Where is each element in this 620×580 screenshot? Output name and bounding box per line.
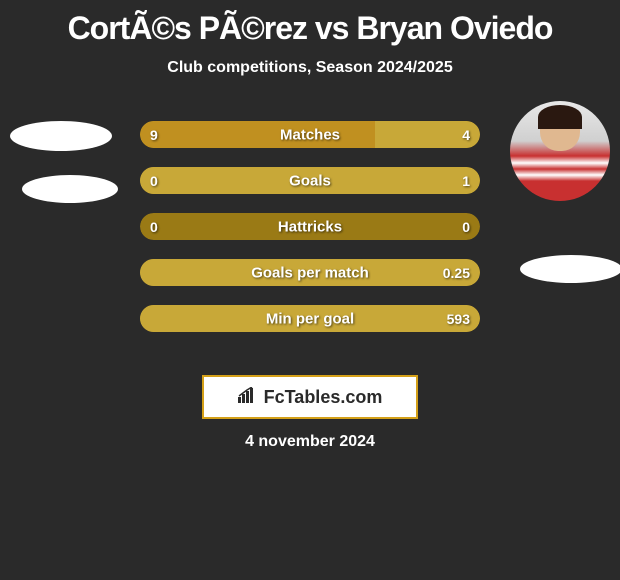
stat-bar-row: Goals per match0.25 [140,259,480,286]
date-text: 4 november 2024 [0,433,620,451]
page-title: CortÃ©s PÃ©rez vs Bryan Oviedo [0,0,620,47]
bar-label: Matches [140,126,480,143]
comparison-area: Matches94Goals01Hattricks00Goals per mat… [0,107,620,357]
decorative-ellipse [10,121,112,151]
stat-bar-row: Hattricks0 0 [140,213,480,240]
bar-value-right: 593 [447,311,470,327]
bar-value-left: 9 [150,127,158,143]
bar-value-left: 0 [150,173,158,189]
player-right-avatar [510,101,610,201]
decorative-ellipse [520,255,620,283]
bar-value-right: 4 [462,127,470,143]
logo-box: FcTables.com [202,375,418,419]
decorative-ellipse [22,175,118,203]
bar-value-right: 0.25 [443,265,470,281]
chart-icon [238,387,258,408]
bar-label: Min per goal [140,310,480,327]
bar-label: Hattricks [140,218,480,235]
bar-value-right: 1 [462,173,470,189]
stat-bar-row: Matches9 4 [140,121,480,148]
bar-label: Goals [140,172,480,189]
stat-bar-row: Min per goal593 [140,305,480,332]
logo-label: FcTables.com [264,387,383,408]
stat-bars-container: Matches94Goals01Hattricks00Goals per mat… [140,121,480,351]
bar-label: Goals per match [140,264,480,281]
stat-bar-row: Goals0 1 [140,167,480,194]
bar-value-right: 0 [462,219,470,235]
page-subtitle: Club competitions, Season 2024/2025 [0,59,620,77]
bar-value-left: 0 [150,219,158,235]
logo-text: FcTables.com [238,387,383,408]
